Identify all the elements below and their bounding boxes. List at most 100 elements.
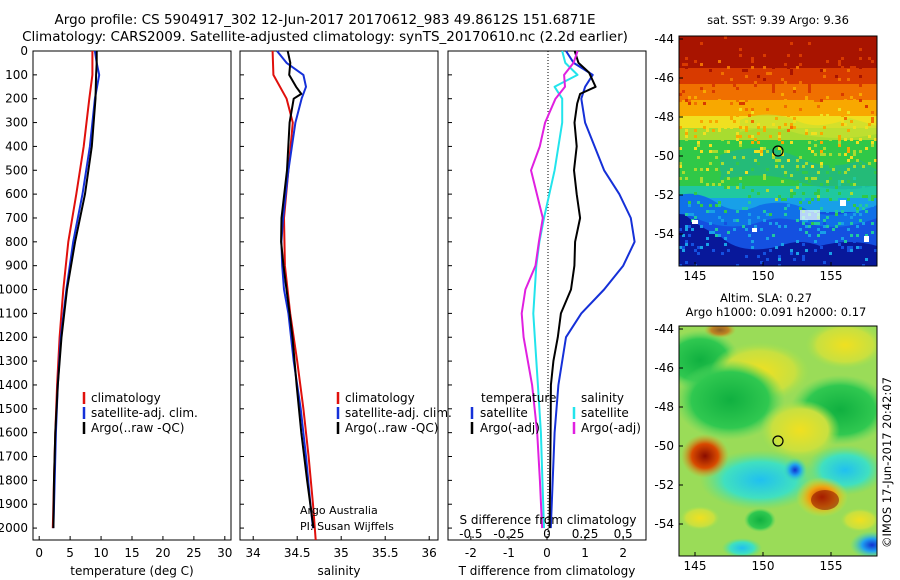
sst-pixel bbox=[808, 57, 811, 60]
sst-pixel bbox=[694, 192, 697, 195]
sst-pixel bbox=[703, 81, 706, 84]
sst-pixel bbox=[820, 183, 823, 186]
sst-pixel bbox=[709, 87, 712, 90]
sla-map bbox=[679, 326, 877, 556]
sst-pixel bbox=[688, 225, 691, 228]
sst-pixel bbox=[727, 141, 730, 144]
sst-pixel bbox=[763, 48, 766, 51]
sst-pixel bbox=[799, 108, 802, 111]
sst-pixel bbox=[787, 96, 790, 99]
sst-pixel bbox=[802, 48, 805, 51]
sst-pixel bbox=[826, 48, 829, 51]
sst-pixel bbox=[841, 66, 844, 69]
sst-pixel bbox=[703, 51, 706, 54]
sst-pixel bbox=[832, 168, 835, 171]
difference-top-label: S difference from climatology bbox=[460, 513, 637, 527]
sst-pixel bbox=[856, 210, 859, 213]
sst-pixel bbox=[718, 201, 721, 204]
sst-pixel bbox=[853, 165, 856, 168]
sst-pixel bbox=[850, 156, 853, 159]
sst-pixel bbox=[781, 153, 784, 156]
sst-pixel bbox=[814, 192, 817, 195]
sst-pixel bbox=[724, 36, 727, 39]
sst-pixel bbox=[847, 168, 850, 171]
sst-pixel bbox=[694, 135, 697, 138]
temperature-x-tick-label: 25 bbox=[186, 546, 201, 560]
sst-pixel bbox=[751, 243, 754, 246]
sst-pixel bbox=[781, 180, 784, 183]
sst-pixel bbox=[856, 234, 859, 237]
depth-tick-label: 1000 bbox=[0, 283, 28, 297]
salinity-x-tick-label: 35.5 bbox=[372, 546, 399, 560]
sst-pixel bbox=[682, 246, 685, 249]
sst-pixel bbox=[697, 45, 700, 48]
sst-pixel bbox=[754, 159, 757, 162]
title-line-1: Argo profile: CS 5904917_302 12-Jun-2017… bbox=[54, 12, 596, 28]
sst-pixel bbox=[742, 225, 745, 228]
sst-pixel bbox=[808, 90, 811, 93]
sst-pixel bbox=[760, 261, 763, 264]
depth-tick-label: 800 bbox=[5, 235, 28, 249]
sst-pixel bbox=[799, 51, 802, 54]
sst-pixel bbox=[814, 222, 817, 225]
sst-pixel bbox=[874, 42, 877, 45]
sst-pixel bbox=[811, 198, 814, 201]
difference-series-argo-adj--s bbox=[520, 50, 579, 529]
sst-pixel bbox=[739, 48, 742, 51]
sst-pixel bbox=[847, 249, 850, 252]
sst-pixel bbox=[817, 222, 820, 225]
sst-pixel bbox=[856, 75, 859, 78]
sst-pixel bbox=[718, 129, 721, 132]
sst-pixel bbox=[874, 51, 877, 54]
sst-pixel bbox=[865, 195, 868, 198]
sst-pixel bbox=[841, 246, 844, 249]
sst-pixel bbox=[802, 255, 805, 258]
sst-map bbox=[679, 36, 877, 266]
sst-pixel bbox=[721, 39, 724, 42]
sst-pixel bbox=[871, 144, 874, 147]
sst-pixel bbox=[793, 231, 796, 234]
sst-pixel bbox=[763, 54, 766, 57]
sst-pixel bbox=[739, 261, 742, 264]
sst-pixel bbox=[865, 147, 868, 150]
sst-pixel bbox=[868, 240, 871, 243]
sst-pixel bbox=[685, 162, 688, 165]
sst-pixel bbox=[853, 183, 856, 186]
sst-pixel bbox=[811, 69, 814, 72]
sst-pixel bbox=[859, 246, 862, 249]
sst-pixel bbox=[847, 147, 850, 150]
sst-pixel bbox=[739, 108, 742, 111]
sst-pixel bbox=[679, 228, 682, 231]
sst-pixel bbox=[853, 126, 856, 129]
sst-pixel bbox=[709, 222, 712, 225]
difference-x-tick-label: 0.25 bbox=[572, 527, 599, 541]
sst-pixel bbox=[871, 54, 874, 57]
sst-pixel bbox=[850, 216, 853, 219]
sst-pixel bbox=[685, 132, 688, 135]
sst-pixel bbox=[769, 213, 772, 216]
sst-pixel bbox=[778, 180, 781, 183]
sst-pixel bbox=[826, 114, 829, 117]
sst-pixel bbox=[718, 195, 721, 198]
sst-pixel bbox=[679, 126, 682, 129]
sst-pixel bbox=[814, 240, 817, 243]
sst-pixel bbox=[844, 213, 847, 216]
sla-map-title-2: Argo h1000: 0.091 h2000: 0.17 bbox=[686, 305, 867, 319]
sst-pixel bbox=[748, 222, 751, 225]
sst-pixel bbox=[766, 168, 769, 171]
sst-pixel bbox=[763, 147, 766, 150]
sst-pixel bbox=[796, 36, 799, 39]
sst-pixel bbox=[787, 66, 790, 69]
sst-pixel bbox=[844, 123, 847, 126]
sst-pixel bbox=[853, 204, 856, 207]
sst-pixel bbox=[703, 84, 706, 87]
sst-pixel bbox=[760, 39, 763, 42]
sst-pixel bbox=[742, 192, 745, 195]
sst-pixel bbox=[697, 246, 700, 249]
sst-pixel bbox=[718, 48, 721, 51]
sst-pixel bbox=[862, 165, 865, 168]
sst-pixel bbox=[739, 36, 742, 39]
sst-pixel bbox=[757, 150, 760, 153]
sst-pixel bbox=[781, 141, 784, 144]
